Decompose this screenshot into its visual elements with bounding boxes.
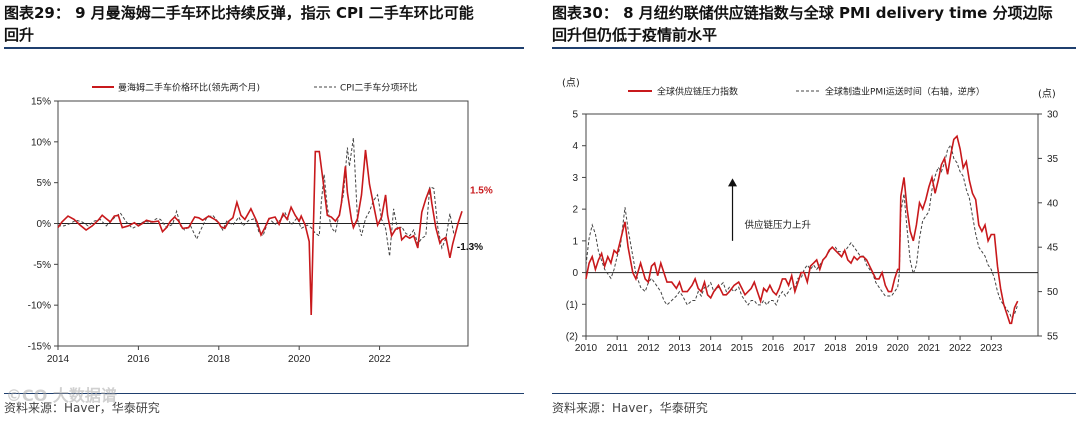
right-title-line2: 回升但仍低于疫情前水平 — [552, 26, 718, 44]
right-source-rule — [552, 393, 1076, 394]
x-tick-label: 2010 — [575, 343, 598, 354]
watermark: ©CO 大数据谱 — [6, 386, 117, 405]
y-tick-label: 2 — [572, 205, 578, 216]
left-source-rule — [4, 393, 524, 394]
left-title-rule — [4, 47, 524, 49]
series-cpi-used-cars-line — [58, 137, 455, 257]
y2-tick-label: 30 — [1047, 110, 1059, 121]
y-tick-label: 10% — [31, 137, 51, 148]
x-tick-label: 2022 — [368, 354, 391, 365]
x-tick-label: 2022 — [949, 343, 972, 354]
x-tick-label: 2023 — [980, 343, 1003, 354]
legend-label-pmi: 全球制造业PMI运送时间（右轴，逆序） — [825, 86, 985, 98]
y-tick-label: 1 — [572, 236, 578, 247]
y-tick-label: 5 — [572, 110, 578, 121]
x-tick-label: 2018 — [208, 354, 231, 365]
x-tick-label: 2011 — [606, 343, 628, 354]
y2-tick-label: 35 — [1047, 154, 1059, 165]
y2-tick-label: 40 — [1047, 198, 1059, 209]
x-tick-label: 2012 — [637, 343, 660, 354]
x-tick-label: 2016 — [127, 354, 150, 365]
y2-tick-label: 50 — [1047, 287, 1059, 298]
y-tick-label: -5% — [33, 260, 51, 271]
y-unit-label: (点) — [562, 77, 580, 89]
y2-tick-label: 55 — [1047, 332, 1059, 343]
right-title-rule — [552, 47, 1076, 49]
y-tick-label: 5% — [37, 178, 52, 189]
y-tick-label: 0 — [572, 268, 578, 279]
plot-frame — [585, 113, 1039, 337]
x-tick-label: 2013 — [668, 343, 691, 354]
y2-tick-label: 45 — [1047, 243, 1059, 254]
left-title-line2: 回升 — [4, 26, 35, 44]
right-source: 资料来源：Haver，华泰研究 — [552, 401, 708, 415]
left-title: 图表29： 9 月曼海姆二手车环比持续反弹，指示 CPI 二手车环比可能 回升 — [4, 2, 524, 46]
x-tick-label: 2014 — [700, 343, 723, 354]
end-label-manheim: 1.5% — [470, 185, 493, 196]
y-tick-label: 4 — [572, 141, 578, 152]
x-tick-label: 2014 — [47, 354, 70, 365]
left-chart: 15% 10% 5% 0% -5% -10% -15%2014 2016 2018 2020 202… — [28, 82, 493, 366]
y-tick-label: (2) — [566, 332, 578, 343]
x-tick-label: 2019 — [855, 343, 878, 354]
y-tick-label: 15% — [31, 97, 51, 108]
end-label-cpi: -1.3% — [457, 242, 483, 253]
y2-unit-label: (点) — [1038, 88, 1056, 100]
y-tick-label: 0% — [37, 219, 52, 230]
x-tick-label: 2020 — [288, 354, 311, 365]
left-title-line1: 图表29： 9 月曼海姆二手车环比持续反弹，指示 CPI 二手车环比可能 — [4, 4, 474, 22]
x-tick-label: 2018 — [824, 343, 847, 354]
panel-right: 图表30： 8 月纽约联储供应链指数与全球 PMI delivery time … — [548, 0, 1080, 421]
panel-left: 图表29： 9 月曼海姆二手车环比持续反弹，指示 CPI 二手车环比可能 回升 … — [0, 0, 528, 421]
y-tick-label: -10% — [28, 301, 51, 312]
x-tick-label: 2021 — [918, 343, 941, 354]
right-title: 图表30： 8 月纽约联储供应链指数与全球 PMI delivery time … — [552, 2, 1080, 46]
series-pmi-delivery-line — [585, 143, 1019, 320]
x-tick-label: 2015 — [731, 343, 754, 354]
series-manheim-line — [57, 149, 463, 316]
y-tick-label: -15% — [28, 342, 51, 353]
series-gscpi-line — [585, 134, 1019, 325]
y-tick-label: (1) — [566, 300, 578, 311]
arrow-annotation-label: 供应链压力上升 — [745, 219, 812, 231]
x-tick-label: 2020 — [887, 343, 910, 354]
legend-label-cpi: CPI二手车分项环比 — [340, 82, 417, 94]
x-tick-label: 2016 — [762, 343, 785, 354]
arrow-up-icon — [728, 178, 738, 187]
x-tick-label: 2017 — [793, 343, 816, 354]
right-title-line1: 图表30： 8 月纽约联储供应链指数与全球 PMI delivery time … — [552, 4, 1053, 22]
y-tick-label: 3 — [572, 173, 578, 184]
legend-label-manheim: 曼海姆二手车价格环比(领先两个月) — [118, 82, 260, 94]
left-source: 资料来源：Haver，华泰研究 — [4, 401, 160, 415]
legend-label-gscpi: 全球供应链压力指数 — [657, 86, 738, 98]
right-chart: 5 4 3 2 1 0 (1) (2) 30 35 40 45 50 55 2010 2011 2012 2013… — [562, 77, 1059, 354]
